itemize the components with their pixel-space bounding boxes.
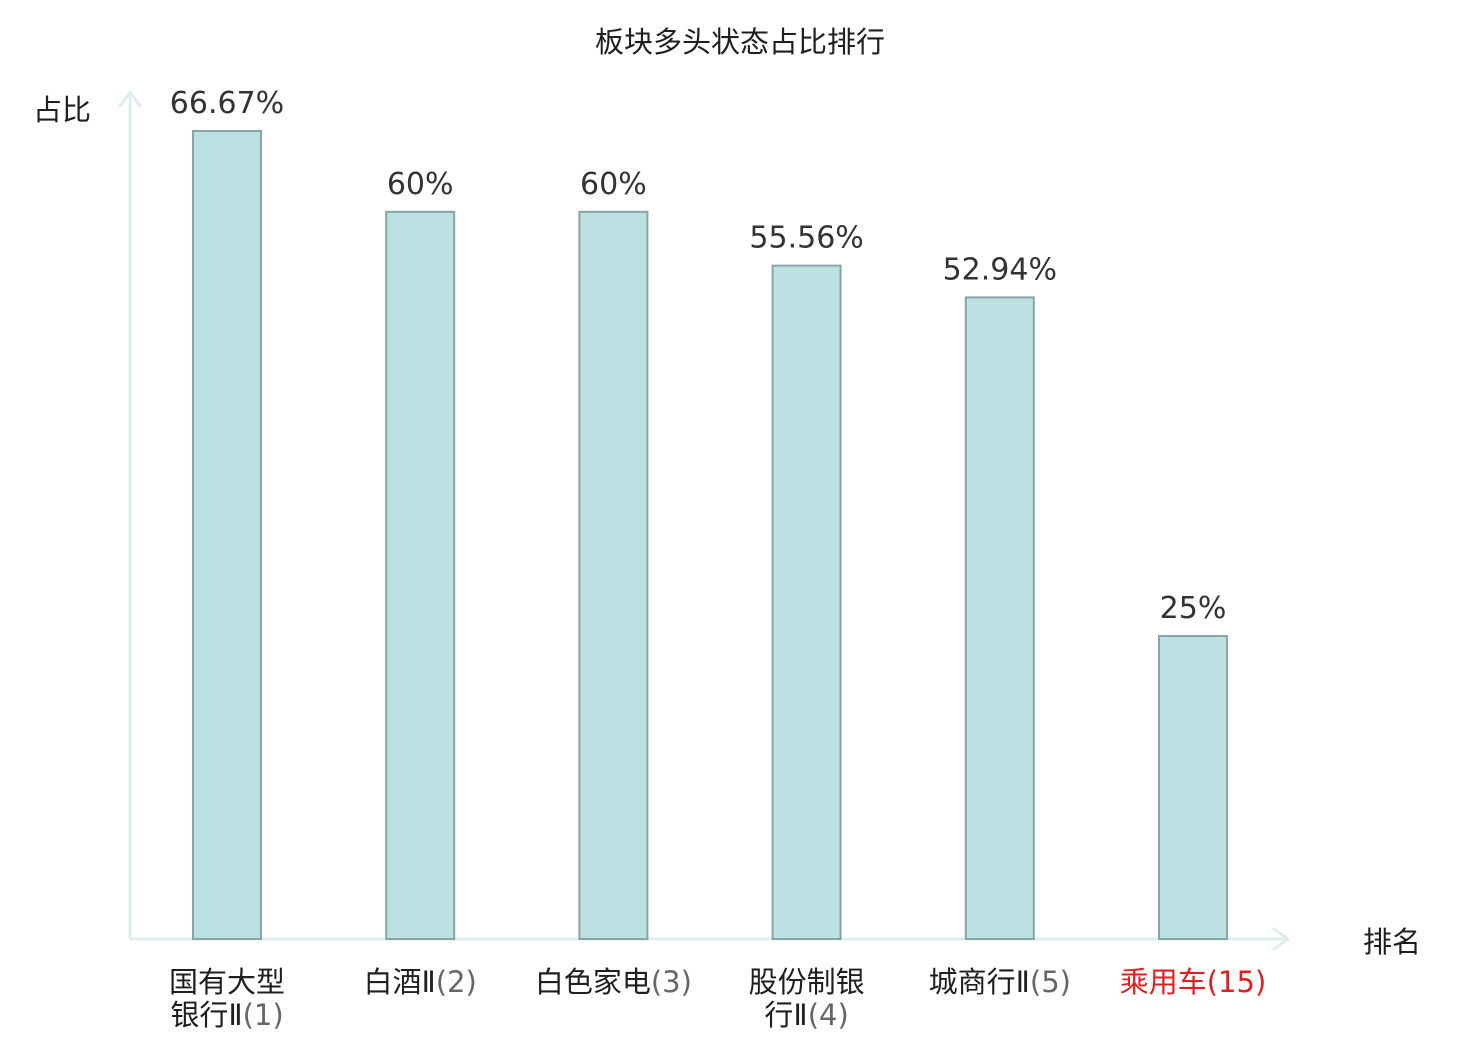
y-axis-arrow bbox=[118, 90, 142, 108]
bar bbox=[1158, 635, 1228, 940]
bar bbox=[964, 296, 1035, 940]
value-labels: 66.67% 60% 60% 55.56% 52.94% 25% bbox=[170, 86, 1227, 626]
value-label: 60% bbox=[387, 167, 454, 202]
category-label: 城商行Ⅱ(5) bbox=[929, 965, 1071, 999]
axes bbox=[118, 90, 1290, 951]
bar bbox=[771, 264, 842, 940]
bar bbox=[192, 130, 262, 940]
category-label: 白酒Ⅱ(2) bbox=[364, 965, 477, 999]
chart-title: 板块多头状态占比排行 bbox=[595, 25, 885, 59]
value-label: 60% bbox=[580, 167, 647, 202]
value-label: 66.67% bbox=[170, 86, 284, 121]
y-axis-label: 占比 bbox=[33, 93, 91, 127]
bars bbox=[192, 130, 1228, 940]
category-labels: 国有大型银行Ⅱ(1) 白酒Ⅱ(2) 白色家电(3) 股份制银行Ⅱ(4) 城商行Ⅱ(5) 乘… bbox=[169, 965, 1266, 1032]
x-axis-arrow bbox=[1272, 927, 1290, 951]
bar bbox=[578, 210, 649, 940]
bar bbox=[385, 210, 456, 940]
value-label: 55.56% bbox=[749, 221, 863, 256]
category-label: 乘用车(15) bbox=[1120, 965, 1267, 999]
value-label: 25% bbox=[1160, 591, 1227, 626]
category-label: 股份制银行Ⅱ(4) bbox=[749, 965, 865, 1032]
category-label: 国有大型银行Ⅱ(1) bbox=[169, 965, 285, 1032]
value-label: 52.94% bbox=[943, 252, 1057, 287]
x-axis-label: 排名 bbox=[1363, 925, 1421, 959]
category-label: 白色家电(3) bbox=[535, 965, 692, 999]
